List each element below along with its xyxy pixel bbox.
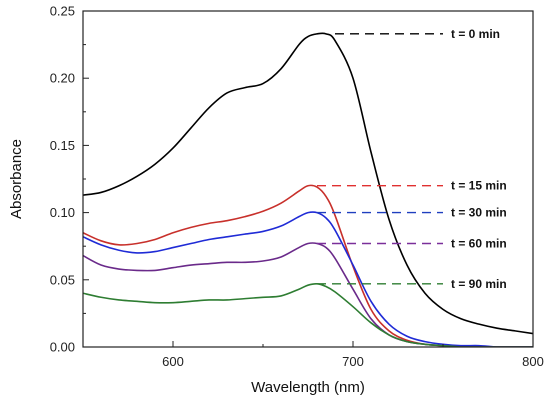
series-line-0 (83, 32, 533, 335)
series-line-4 (83, 282, 533, 347)
series-line-2 (83, 211, 533, 347)
x-tick-label: 600 (162, 354, 184, 369)
series-line-3 (83, 242, 533, 347)
y-tick-label: 0.20 (50, 71, 75, 86)
annotation-layer: t = 0 min t = 15 min t = 30 min t = 60 min t… (317, 27, 507, 291)
annotation-label-0: t = 0 min (451, 27, 500, 41)
annotation-label-3: t = 60 min (451, 237, 507, 251)
y-axis-ticks: 0.00 0.05 0.10 0.15 0.20 0.25 (50, 4, 89, 355)
y-tick-label: 0.15 (50, 138, 75, 153)
annotation-label-2: t = 30 min (451, 206, 507, 220)
y-tick-label: 0.00 (50, 340, 75, 355)
annotation-label-4: t = 90 min (451, 277, 507, 291)
y-tick-label: 0.05 (50, 272, 75, 287)
y-tick-label: 0.10 (50, 205, 75, 220)
y-tick-label: 0.25 (50, 4, 75, 19)
x-axis-ticks: 600 700 800 (82, 341, 544, 369)
x-tick-label: 800 (522, 354, 544, 369)
x-tick-label: 700 (342, 354, 364, 369)
x-axis-title: Wavelength (nm) (251, 379, 365, 396)
y-axis-title: Absorbance (8, 139, 25, 219)
annotation-label-1: t = 15 min (451, 179, 507, 193)
